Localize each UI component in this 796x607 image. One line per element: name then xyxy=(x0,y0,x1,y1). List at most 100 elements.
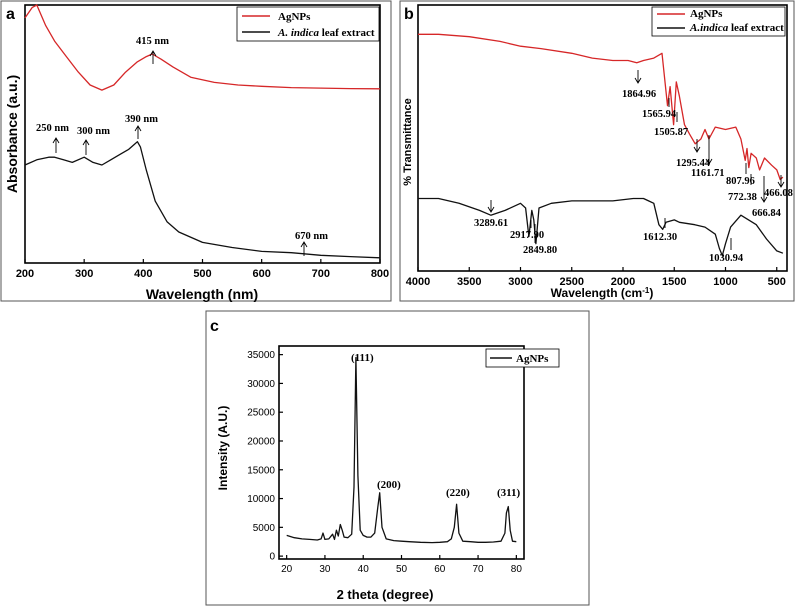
panel-c-x-tick-label: 50 xyxy=(396,564,408,575)
panel-b-legend-agnps: AgNPs xyxy=(690,8,723,20)
panel-a-x-tick-label: 300 xyxy=(75,268,93,280)
panel-b-x-tick-label: 1500 xyxy=(662,276,686,288)
panel-a-arrow-415 xyxy=(149,50,157,64)
panel-a-series xyxy=(24,4,381,259)
panel-c-x-title: 2 theta (degree) xyxy=(337,587,434,602)
panel-a-arrow-300 xyxy=(82,139,90,155)
panel-c-y-tick-label: 25000 xyxy=(247,408,275,419)
panel-b-arrow-466 xyxy=(777,175,785,188)
panel-b-legend-extract: A.indica leaf extract xyxy=(689,22,784,34)
panel-c-legend xyxy=(485,348,560,368)
panel-b-frame xyxy=(399,0,795,302)
panel-a-annotation-250: 250 nm xyxy=(36,123,69,134)
panel-c-x-tick-label: 40 xyxy=(358,564,370,575)
panel-c-y-tick-label: 30000 xyxy=(247,379,275,390)
panel-a-legend-extract-italic: A. indica xyxy=(277,27,319,39)
panel-a-series-line-0 xyxy=(24,4,381,91)
panel-a-annotation-415: 415 nm xyxy=(136,36,169,47)
panel-b-annotation-1612: 1612.30 xyxy=(643,232,677,243)
panel-a-y-title: Absorbance (a.u.) xyxy=(4,75,20,193)
panel-a-x-ticks: 200 300 400 500 600 700 800 xyxy=(16,259,389,280)
panel-a-annotation-300: 300 nm xyxy=(77,126,110,137)
panel-c-x-tick-label: 60 xyxy=(434,564,446,575)
panel-c-y-tick-label: 0 xyxy=(269,552,275,563)
panel-a-label: a xyxy=(6,6,15,23)
panel-c-y-tick-label: 5000 xyxy=(253,523,276,534)
panel-b-arrow-1295 xyxy=(693,139,701,153)
panel-b-x-tick-label: 2000 xyxy=(611,276,635,288)
panel-b-legend-extract-rest: leaf extract xyxy=(728,22,784,34)
panel-b-arrow-3289 xyxy=(487,200,495,213)
panel-b-arrow-1161 xyxy=(705,135,713,165)
panel-b-x-tick-label: 3000 xyxy=(508,276,532,288)
panel-c-axes-box xyxy=(278,345,525,560)
panel-c-x-tick-label: 80 xyxy=(511,564,523,575)
panel-b-legend-extract-italic: A.indica xyxy=(689,22,729,34)
panel-c-x-tick-label: 20 xyxy=(281,564,293,575)
panel-a-legend-extract: A. indica leaf extract xyxy=(277,27,375,39)
panel-a-frame xyxy=(0,0,392,302)
panel-c-x-ticks: 20 30 40 50 60 70 80 xyxy=(281,555,522,575)
panel-b-arrow-666 xyxy=(760,176,768,203)
panel-b-annotation-666: 666.84 xyxy=(752,208,782,219)
panel-b-plot: 4000 3500 3000 2500 2000 1500 1000 500 AgNPs A.… xyxy=(402,4,793,300)
panel-b-x-title-sup: -1 xyxy=(642,286,650,295)
panel-a-x-tick-label: 700 xyxy=(312,268,330,280)
panel-b-annotation-2917: 2917.90 xyxy=(510,230,544,241)
panel-a-x-tick-label: 200 xyxy=(16,268,34,280)
panel-c-y-tick-label: 15000 xyxy=(247,465,275,476)
panel-c-y-tick-label: 20000 xyxy=(247,436,275,447)
panel-a-annotation-390: 390 nm xyxy=(125,114,158,125)
panel-a-arrow-390 xyxy=(134,125,142,139)
panel-b-arrow-1864 xyxy=(634,70,642,84)
panel-b-series xyxy=(418,33,784,257)
panel-b-x-title-end: ) xyxy=(649,286,653,300)
panel-b-y-title: % Transmittance xyxy=(402,98,414,185)
panel-b-annotation-3289: 3289.61 xyxy=(474,218,508,229)
panel-c-annotation-200: (200) xyxy=(377,479,401,491)
panel-b-annotation-807: 807.96 xyxy=(726,176,755,187)
panel-a-arrow-670 xyxy=(300,241,308,256)
panel-b-series-line-1 xyxy=(418,197,784,257)
panel-c-annotation-111: (111) xyxy=(351,352,374,364)
panel-a-x-title: Wavelength (nm) xyxy=(146,286,258,302)
panel-c-series-line-0 xyxy=(286,356,517,544)
panel-b-label: b xyxy=(404,6,414,23)
panel-b-annotation-2849: 2849.80 xyxy=(523,245,557,256)
panel-a-annotation-670: 670 nm xyxy=(295,231,328,242)
panel-b-axes-box xyxy=(417,4,788,272)
panel-b-x-title: Wavelength (cm-1) xyxy=(551,286,654,300)
panel-a-plot: 200 300 400 500 600 700 800 AgNPs A. indica le… xyxy=(4,4,389,302)
panel-c-y-tick-label: 35000 xyxy=(247,350,275,361)
panel-c-annotation-311: (311) xyxy=(497,487,521,499)
panel-c-frame xyxy=(205,310,590,606)
panel-b-x-title-main: Wavelength (cm xyxy=(551,286,643,300)
panel-a-x-tick-label: 600 xyxy=(252,268,270,280)
panel-b-x-tick-label: 4000 xyxy=(406,276,430,288)
panel-b-x-ticks: 4000 3500 3000 2500 2000 1500 1000 500 xyxy=(406,267,786,288)
panel-a-legend xyxy=(236,6,380,42)
panel-b-annotation-1295: 1295.44 xyxy=(676,158,711,169)
panel-a-x-tick-label: 800 xyxy=(371,268,389,280)
panel-c-plot: 20 30 40 50 60 70 80 0 5000 10000 15000 20000 25000… xyxy=(216,345,560,602)
panel-b-series-line-0 xyxy=(418,33,784,181)
panel-b-x-tick-label: 1000 xyxy=(713,276,737,288)
panel-a-arrow-250 xyxy=(52,137,60,153)
panel-c-legend-agnps: AgNPs xyxy=(516,353,549,365)
panel-b-annotation-1030: 1030.94 xyxy=(709,253,744,264)
panel-b-x-tick-label: 500 xyxy=(768,276,786,288)
panel-c-y-ticks: 0 5000 10000 15000 20000 25000 30000 35000 xyxy=(247,350,283,563)
panel-b-legend xyxy=(651,6,786,37)
panel-a-x-tick-label: 500 xyxy=(193,268,211,280)
panel-b-x-tick-label: 2500 xyxy=(560,276,584,288)
panel-a-legend-agnps: AgNPs xyxy=(278,11,311,23)
panel-b-annotation-772: 772.38 xyxy=(728,192,757,203)
panel-c-series xyxy=(286,356,517,544)
panel-b-annotation-1565: 1565.94 xyxy=(642,109,677,120)
panel-a-series-line-1 xyxy=(24,141,381,259)
panel-c-annotation-220: (220) xyxy=(446,487,470,499)
panel-b-annotation-1864: 1864.96 xyxy=(622,89,656,100)
panel-a-legend-extract-rest: leaf extract xyxy=(319,27,375,39)
panel-b-annotation-1161: 1161.71 xyxy=(691,168,725,179)
